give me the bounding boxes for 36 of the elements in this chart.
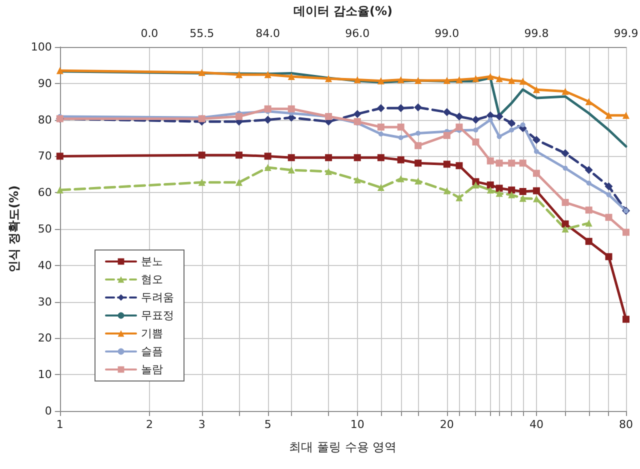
y-axis-title: 인식 정확도(%) [7,185,21,273]
text: 99.0 [434,27,460,40]
text: 99.9 [614,27,638,40]
x-tick-label: 1 [56,418,64,431]
x-tick-label: 2 [146,418,153,431]
x-axis-title: 최대 풀링 수용 영역 [289,440,397,454]
text: 0.0 [140,27,158,40]
y-tick-label: 10 [38,368,52,382]
legend-label: 분노 [141,255,163,268]
text: 96.0 [345,27,370,40]
y-tick-label: 20 [38,332,52,345]
legend-label: 슬픔 [141,345,163,358]
x-tick-label: 40 [529,418,544,431]
text: 55.5 [190,27,214,40]
text: 84.0 [256,27,280,40]
legend-label: 기쁨 [141,327,163,340]
x2-axis-title: 데이터 감소율(%) [293,4,393,18]
y-tick-label: 60 [38,186,52,200]
y-tick-label: 100 [30,40,52,54]
legend-label: 놀람 [141,363,163,376]
legend-label: 혐오 [141,273,163,286]
legend-label: 무표정 [141,309,174,322]
x-tick-label: 80 [619,418,633,431]
x-tick-label: 5 [264,418,272,431]
x-tick-label: 10 [350,418,364,431]
y-tick-label: 80 [38,113,52,126]
x-tick-label: 20 [440,418,454,431]
x-tick-label: 3 [198,418,206,431]
y-tick-label: 0 [44,404,52,418]
y-tick-label: 50 [38,222,52,236]
y-tick-label: 30 [38,295,52,308]
legend-label: 두려움 [141,291,174,304]
text: 99.8 [524,27,549,40]
y-tick-label: 70 [38,150,52,163]
y-tick-label: 40 [38,258,52,272]
y-tick-label: 90 [38,76,52,90]
